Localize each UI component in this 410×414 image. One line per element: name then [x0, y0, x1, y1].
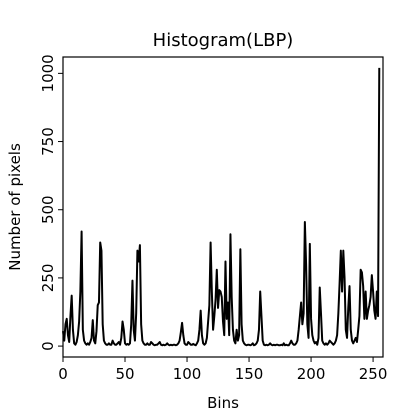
x-tick-label: 200 — [297, 365, 326, 383]
x-tick-label: 50 — [115, 365, 134, 383]
x-tick-label: 0 — [58, 365, 68, 383]
x-tick-label: 100 — [173, 365, 202, 383]
y-tick-label: 0 — [39, 341, 57, 351]
y-axis-title: Number of pixels — [6, 143, 24, 271]
x-tick-label: 250 — [359, 365, 388, 383]
x-axis-title: Bins — [207, 394, 239, 412]
chart-title: Histogram(LBP) — [153, 30, 294, 51]
y-tick-label: 1000 — [39, 54, 57, 92]
y-tick-label: 250 — [39, 264, 57, 293]
axis-ticks: 0 50 100 150 200 250 0 250 500 750 1000 — [39, 54, 387, 383]
y-tick-label: 500 — [39, 195, 57, 224]
y-tick-label: 750 — [39, 127, 57, 156]
x-tick-label: 150 — [235, 365, 264, 383]
series-line-0 — [62, 67, 381, 347]
plot-frame — [62, 56, 384, 358]
plot-area — [62, 67, 381, 347]
